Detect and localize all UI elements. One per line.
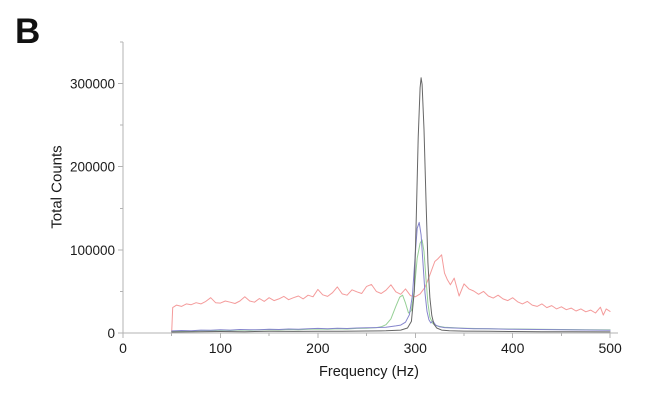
x-axis-title: Frequency (Hz) — [319, 364, 419, 380]
x-tick-label: 300 — [404, 340, 428, 356]
x-tick-label: 400 — [501, 340, 525, 356]
y-tick-label: 100000 — [70, 243, 115, 258]
x-tick-label: 0 — [119, 340, 127, 356]
series-line-dark-main-peak — [171, 77, 611, 333]
x-tick-label: 200 — [306, 340, 330, 356]
x-tick-label: 500 — [598, 340, 622, 356]
x-tick-label: 100 — [209, 340, 233, 356]
series-line-red-broadband-noisy — [171, 254, 611, 333]
series-line-blue-peak — [171, 221, 611, 332]
panel-label: B — [15, 12, 41, 51]
y-tick-label: 300000 — [70, 77, 115, 92]
y-tick-label: 200000 — [70, 160, 115, 175]
y-tick-label: 0 — [107, 326, 115, 341]
y-axis-title: Total Counts — [48, 145, 66, 229]
